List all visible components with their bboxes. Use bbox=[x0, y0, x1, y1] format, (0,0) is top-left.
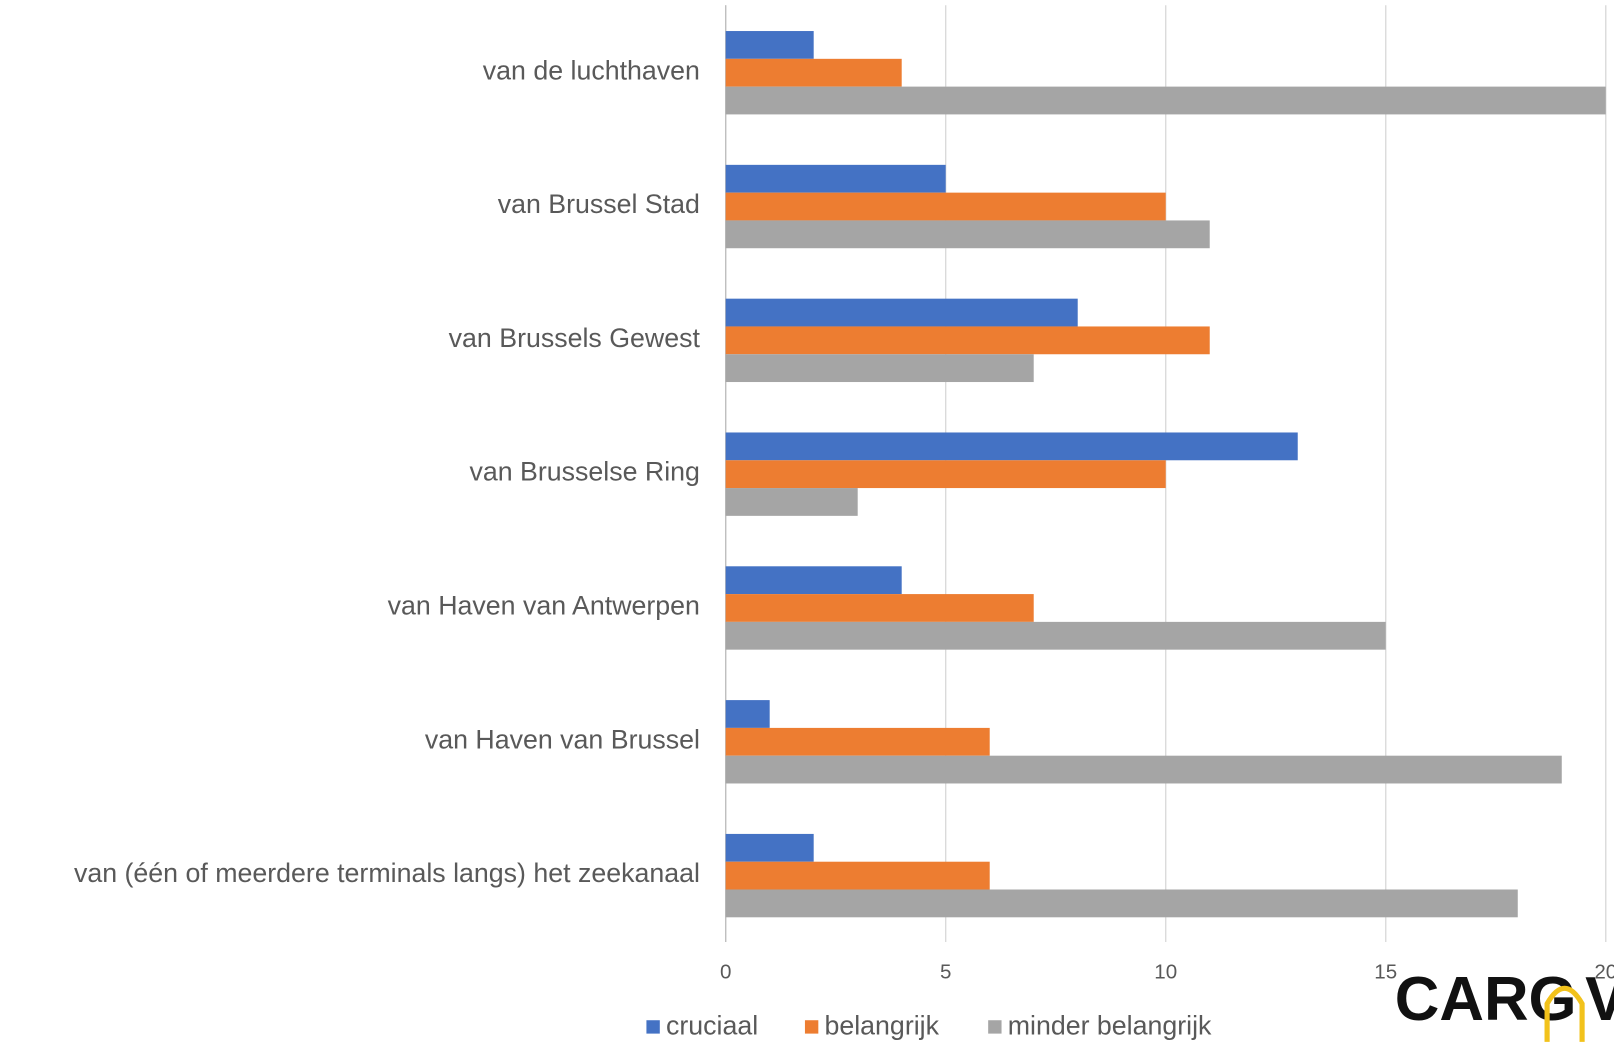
bar bbox=[725, 833, 814, 862]
bar bbox=[725, 220, 1210, 249]
bar bbox=[725, 354, 1034, 383]
x-tick-label: 10 bbox=[1154, 960, 1177, 983]
bar bbox=[725, 594, 1034, 622]
bar bbox=[725, 164, 946, 193]
legend-swatch bbox=[804, 1020, 819, 1034]
x-tick-label: 15 bbox=[1374, 960, 1397, 983]
bar bbox=[725, 432, 1298, 461]
bar bbox=[725, 621, 1386, 650]
category-label: van Haven van Brussel bbox=[425, 724, 700, 754]
category-label: van Brusselse Ring bbox=[469, 457, 699, 487]
category-label: van Brussels Gewest bbox=[449, 323, 701, 353]
category-label: van Brussel Stad bbox=[498, 189, 700, 219]
bar bbox=[725, 326, 1210, 355]
bar bbox=[725, 58, 902, 87]
logo-right: V bbox=[1585, 965, 1614, 1034]
legend-swatch bbox=[646, 1020, 660, 1034]
category-label: van (één of meerdere terminals langs) he… bbox=[74, 858, 700, 888]
bar bbox=[725, 31, 814, 59]
bar bbox=[725, 192, 1166, 221]
bar bbox=[725, 298, 1078, 327]
x-tick-label: 0 bbox=[720, 960, 731, 983]
bar bbox=[725, 566, 902, 595]
x-tick-label: 20 bbox=[1594, 960, 1614, 983]
legend-swatch bbox=[988, 1020, 1002, 1034]
bar bbox=[725, 861, 990, 890]
bar bbox=[725, 700, 770, 728]
bar bbox=[725, 889, 1518, 918]
legend-label: cruciaal bbox=[666, 1010, 758, 1040]
bar bbox=[725, 460, 1166, 489]
bar bbox=[725, 488, 858, 516]
logo-icon bbox=[1544, 985, 1585, 1042]
x-tick-label: 5 bbox=[940, 960, 951, 983]
bar bbox=[725, 755, 1562, 784]
legend-label: minder belangrijk bbox=[1008, 1010, 1212, 1040]
bar bbox=[725, 86, 1606, 115]
category-label: van Haven van Antwerpen bbox=[388, 591, 700, 621]
legend-label: belangrijk bbox=[824, 1010, 939, 1040]
bar bbox=[725, 727, 990, 756]
category-label: van de luchthaven bbox=[483, 55, 700, 85]
